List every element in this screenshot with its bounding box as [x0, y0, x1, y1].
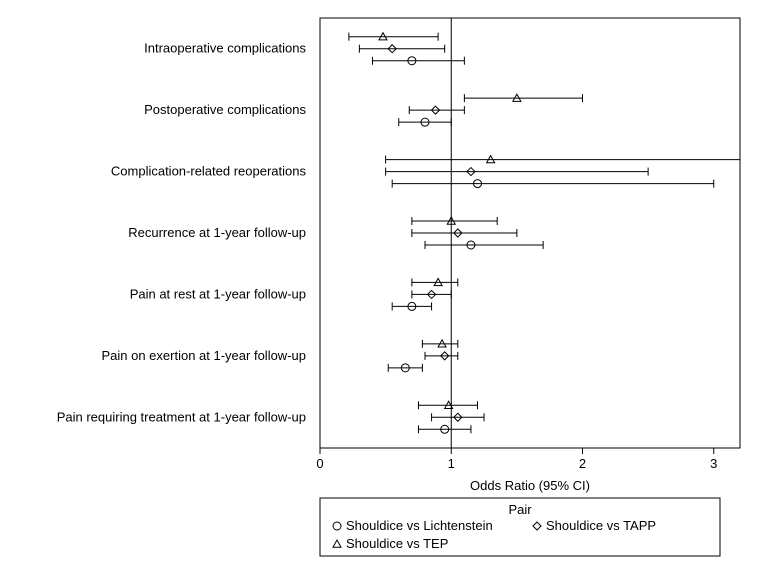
category-label: Intraoperative complications: [144, 41, 306, 56]
plot-border: [320, 18, 740, 448]
category-label: Recurrence at 1-year follow-up: [128, 225, 306, 240]
category-label: Postoperative complications: [144, 102, 306, 117]
legend-item-label: Shouldice vs Lichtenstein: [346, 518, 493, 533]
marker-circle: [333, 522, 341, 530]
forest-plot-svg: 0 1 2 3 Odds Ratio (95% CI) Intraoperative co…: [0, 0, 761, 565]
category-label: Pain requiring treatment at 1-year follo…: [57, 409, 306, 424]
category-label: Complication-related reoperations: [111, 164, 307, 179]
legend-title: Pair: [508, 502, 532, 517]
category-label: Pain on exertion at 1-year follow-up: [101, 348, 306, 363]
x-axis-label: Odds Ratio (95% CI): [470, 478, 590, 493]
legend-item-label: Shouldice vs TAPP: [546, 518, 656, 533]
x-tick-label: 0: [316, 456, 323, 471]
forest-plot-container: 0 1 2 3 Odds Ratio (95% CI) Intraoperative co…: [0, 0, 761, 565]
category-label: Pain at rest at 1-year follow-up: [130, 286, 306, 301]
marker-diamond: [533, 522, 541, 530]
x-tick-label: 1: [448, 456, 455, 471]
marker-triangle: [333, 540, 341, 547]
x-tick-label: 3: [710, 456, 717, 471]
legend-item-label: Shouldice vs TEP: [346, 536, 448, 551]
x-tick-label: 2: [579, 456, 586, 471]
